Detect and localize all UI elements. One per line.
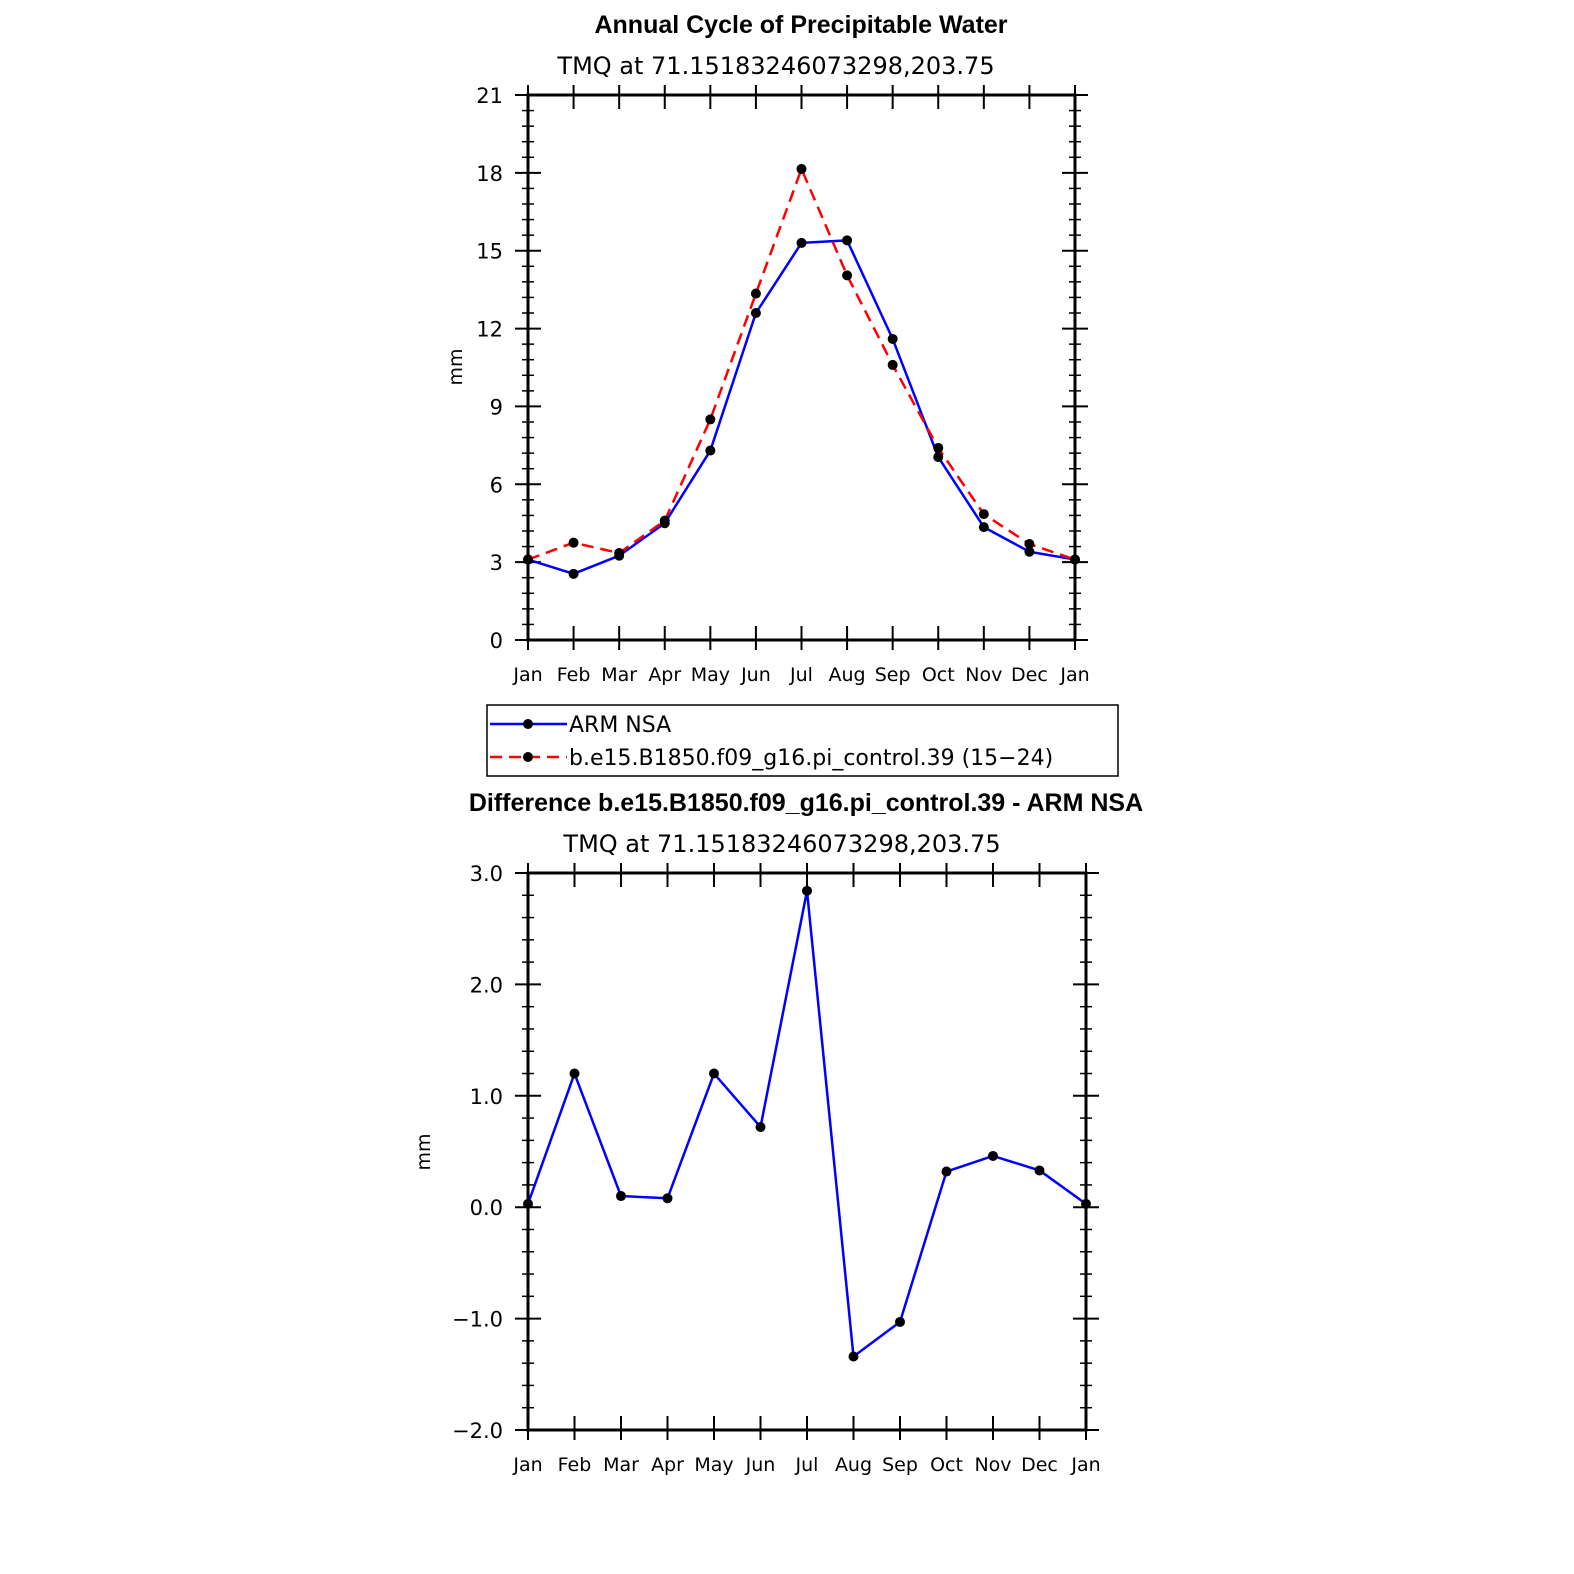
bottom-xtick-label: Sep bbox=[882, 1454, 918, 1476]
top-ytick-label: 15 bbox=[476, 240, 503, 264]
bottom-series-0-point bbox=[523, 1198, 533, 1209]
bottom-series-0-point bbox=[988, 1150, 998, 1161]
bottom-ytick-label: −2.0 bbox=[452, 1419, 503, 1443]
bottom-ytick-label: 3.0 bbox=[470, 862, 503, 886]
top-xtick-label: Apr bbox=[648, 664, 681, 686]
top-xtick-label: Nov bbox=[965, 664, 1002, 686]
top-series-0-point bbox=[887, 333, 898, 344]
top-series-0-point bbox=[1024, 546, 1035, 557]
top-ytick-label: 6 bbox=[490, 473, 503, 497]
bottom-series-0-point bbox=[616, 1191, 626, 1202]
bottom-xtick-label: Dec bbox=[1021, 1454, 1058, 1476]
bottom-xtick-label: Jan bbox=[1070, 1454, 1100, 1476]
top-series-1-point bbox=[523, 554, 533, 565]
top-chart-subtitle: TMQ at 71.15183246073298,203.75 bbox=[556, 52, 994, 80]
bottom-ytick-label: −1.0 bbox=[452, 1308, 503, 1332]
bottom-xtick-label: Apr bbox=[651, 1454, 684, 1476]
bottom-series-0-point bbox=[1034, 1165, 1045, 1176]
bottom-xtick-label: Jan bbox=[512, 1454, 542, 1476]
top-series-1-point bbox=[614, 548, 625, 559]
top-series-1-point bbox=[659, 515, 670, 526]
bottom-series-0-point bbox=[941, 1166, 952, 1177]
top-series-1-point bbox=[978, 509, 989, 520]
top-chart-frame bbox=[526, 93, 1077, 642]
top-series-1-point bbox=[796, 163, 807, 174]
bottom-series-0-point bbox=[709, 1068, 719, 1079]
top-series-0-point bbox=[933, 452, 944, 463]
bottom-xtick-label: Jun bbox=[745, 1454, 776, 1476]
top-series-0-point bbox=[796, 237, 807, 248]
bottom-chart: Difference b.e15.B1850.f09_g16.pi_contro… bbox=[413, 789, 1143, 1476]
bottom-xtick-label: May bbox=[694, 1454, 733, 1476]
top-chart: Annual Cycle of Precipitable Water TMQ a… bbox=[445, 11, 1119, 777]
top-series-1-point bbox=[568, 537, 579, 548]
top-series-1-point bbox=[705, 414, 716, 425]
legend-label-arm-nsa: ARM NSA bbox=[569, 713, 671, 738]
bottom-xtick-label: Mar bbox=[603, 1454, 639, 1476]
top-series-line-0 bbox=[527, 239, 1076, 576]
top-xtick-label: May bbox=[691, 664, 730, 686]
bottom-series-0-point bbox=[755, 1121, 766, 1132]
legend-box bbox=[486, 704, 1119, 777]
bottom-series-0-point bbox=[569, 1068, 580, 1079]
top-ytick-label: 0 bbox=[490, 629, 503, 653]
top-ytick-label: 3 bbox=[490, 551, 503, 575]
bottom-xtick-label: Jul bbox=[795, 1454, 819, 1476]
top-series-1-point bbox=[750, 288, 761, 299]
bottom-xtick-label: Nov bbox=[974, 1454, 1011, 1476]
top-xtick-label: Aug bbox=[829, 664, 866, 686]
top-xtick-label: Jun bbox=[740, 664, 771, 686]
top-xtick-label: Oct bbox=[922, 664, 955, 686]
top-series-1-point bbox=[1024, 538, 1035, 549]
bottom-series-0-point bbox=[802, 885, 812, 896]
top-chart-title: Annual Cycle of Precipitable Water bbox=[594, 11, 1007, 39]
top-xtick-label: Mar bbox=[601, 664, 637, 686]
top-ytick-label: 21 bbox=[476, 84, 503, 108]
bottom-chart-ylabel: mm bbox=[413, 1133, 435, 1170]
bottom-ytick-label: 0.0 bbox=[470, 1196, 503, 1220]
top-xtick-label: Sep bbox=[875, 664, 911, 686]
top-series-0-point bbox=[568, 568, 579, 579]
top-series-1-point bbox=[933, 442, 944, 453]
bottom-series-line-0 bbox=[526, 889, 1087, 1358]
top-chart-ylabel: mm bbox=[445, 348, 467, 385]
legend-marker-model bbox=[523, 752, 533, 762]
bottom-xtick-label: Feb bbox=[558, 1454, 592, 1476]
bottom-ytick-label: 2.0 bbox=[470, 973, 503, 997]
top-series-1-point bbox=[887, 359, 898, 370]
top-series-1-point bbox=[1070, 554, 1080, 565]
top-ytick-label: 9 bbox=[490, 395, 503, 419]
top-ytick-label: 12 bbox=[476, 318, 503, 342]
bottom-series-0-point bbox=[662, 1193, 673, 1204]
top-series-0-point bbox=[750, 308, 761, 318]
top-xtick-label: Dec bbox=[1011, 664, 1048, 686]
legend: ARM NSA b.e15.B1850.f09_g16.pi_control.3… bbox=[486, 704, 1119, 777]
bottom-chart-subtitle: TMQ at 71.15183246073298,203.75 bbox=[562, 830, 1000, 858]
top-series-0-point bbox=[978, 522, 989, 533]
top-series-1-point bbox=[842, 270, 853, 281]
top-xtick-label: Jan bbox=[1059, 664, 1089, 686]
top-xtick-label: Feb bbox=[557, 664, 591, 686]
bottom-series-0-point bbox=[848, 1351, 859, 1362]
bottom-xtick-label: Aug bbox=[835, 1454, 872, 1476]
bottom-xtick-label: Oct bbox=[930, 1454, 963, 1476]
legend-marker-arm-nsa bbox=[523, 719, 533, 729]
bottom-chart-frame bbox=[526, 871, 1088, 1432]
top-series-0-point bbox=[842, 235, 853, 246]
top-series-0-point bbox=[705, 445, 716, 456]
top-xtick-label: Jul bbox=[789, 664, 813, 686]
bottom-chart-title: Difference b.e15.B1850.f09_g16.pi_contro… bbox=[469, 789, 1143, 817]
top-xtick-label: Jan bbox=[512, 664, 542, 686]
bottom-series-0-point bbox=[895, 1316, 905, 1327]
bottom-ytick-label: 1.0 bbox=[470, 1085, 503, 1109]
bottom-series-0-point bbox=[1081, 1198, 1091, 1209]
top-series-line-1 bbox=[527, 167, 1076, 561]
legend-label-model: b.e15.B1850.f09_g16.pi_control.39 (15−24… bbox=[569, 746, 1053, 771]
top-ytick-label: 18 bbox=[476, 162, 503, 186]
